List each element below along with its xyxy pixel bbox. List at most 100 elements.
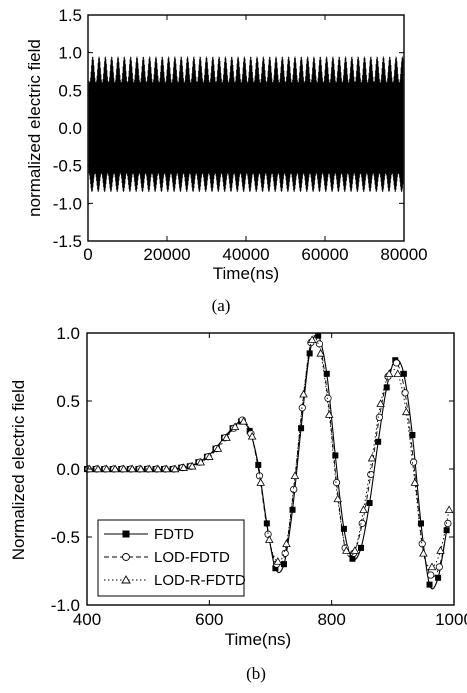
data-point-fdtd bbox=[340, 525, 347, 532]
caption-b: (b) bbox=[246, 664, 266, 683]
data-point-lod-fdtd bbox=[392, 359, 401, 367]
data-point-lod-fdtd bbox=[375, 413, 383, 421]
legend-entry-lod-r-fdtd: LOD-R-FDTD bbox=[104, 572, 246, 589]
data-point-lod-r-fdtd bbox=[273, 557, 283, 565]
data-point-lod-r-fdtd bbox=[119, 464, 128, 473]
data-point-lod-r-fdtd bbox=[230, 422, 240, 431]
legend-entry-fdtd: FDTD bbox=[104, 526, 194, 543]
data-point-lod-r-fdtd bbox=[247, 431, 257, 440]
chart-b-ytick-label: 1.0 bbox=[56, 324, 80, 343]
data-point-lod-fdtd bbox=[255, 472, 264, 480]
chart-a: 0 20000 40000 60000 80000 -1.5 -1.0 -0.5 0.0 0.5 1… bbox=[25, 6, 428, 315]
data-point-lod-r-fdtd bbox=[205, 452, 214, 460]
chart-a-ytick-label: 0.0 bbox=[58, 119, 82, 138]
data-point-fdtd bbox=[323, 370, 330, 377]
legend-entry-lod-fdtd: LOD-FDTD bbox=[104, 549, 230, 566]
data-point-lod-fdtd bbox=[427, 571, 435, 579]
data-point-fdtd bbox=[383, 384, 390, 391]
chart-a-signal bbox=[88, 56, 404, 192]
data-point-lod-r-fdtd bbox=[393, 369, 403, 377]
data-point-lod-r-fdtd bbox=[316, 348, 325, 357]
data-point-fdtd bbox=[409, 432, 416, 438]
data-point-lod-r-fdtd bbox=[384, 369, 394, 377]
legend-label-lod-fdtd: LOD-FDTD bbox=[154, 549, 230, 566]
chart-b-xtick-label: 600 bbox=[195, 610, 223, 629]
data-point-lod-r-fdtd bbox=[264, 535, 274, 543]
data-point-fdtd bbox=[298, 425, 305, 432]
chart-b: 4006008001000-1.0-0.50.00.51.0 Time(ns) … bbox=[9, 324, 467, 683]
chart-a-xtick-label: 60000 bbox=[301, 245, 348, 264]
data-point-lod-r-fdtd bbox=[179, 463, 188, 471]
data-point-lod-fdtd bbox=[332, 478, 341, 487]
data-point-fdtd bbox=[366, 500, 373, 506]
data-point-fdtd bbox=[280, 561, 287, 568]
chart-a-ylabel: normalized electric field bbox=[25, 39, 44, 217]
legend-marker-circle bbox=[122, 553, 130, 561]
caption-a: (a) bbox=[212, 296, 231, 315]
chart-b-ytick-label: -1.0 bbox=[51, 596, 80, 615]
data-point-lod-r-fdtd bbox=[376, 399, 385, 407]
data-point-lod-r-fdtd bbox=[239, 416, 248, 425]
data-point-fdtd bbox=[435, 574, 442, 581]
data-point-lod-r-fdtd bbox=[213, 444, 223, 452]
data-point-lod-r-fdtd bbox=[256, 478, 265, 486]
data-point-lod-r-fdtd bbox=[282, 539, 291, 547]
chart-b-xtick-label: 1000 bbox=[435, 610, 467, 629]
data-point-lod-r-fdtd bbox=[427, 562, 437, 571]
legend-marker-triangle bbox=[121, 575, 131, 584]
data-point-fdtd bbox=[426, 581, 433, 588]
data-point-lod-r-fdtd bbox=[436, 546, 445, 554]
data-point-lod-r-fdtd bbox=[110, 464, 120, 473]
chart-a-ytick-label: -1.5 bbox=[53, 232, 82, 251]
data-point-lod-r-fdtd bbox=[145, 464, 154, 473]
data-point-lod-r-fdtd bbox=[444, 505, 454, 513]
chart-a-xlabel: Time(ns) bbox=[213, 264, 279, 283]
data-point-lod-fdtd bbox=[410, 458, 418, 466]
data-point-lod-fdtd bbox=[290, 485, 298, 493]
data-point-lod-r-fdtd bbox=[290, 471, 300, 479]
data-point-lod-fdtd bbox=[367, 470, 375, 479]
chart-a-ytick-label: 0.5 bbox=[58, 81, 82, 100]
data-point-lod-r-fdtd bbox=[333, 494, 343, 503]
data-point-fdtd bbox=[306, 350, 313, 357]
data-point-lod-r-fdtd bbox=[102, 464, 111, 473]
data-point-lod-r-fdtd bbox=[324, 410, 334, 418]
data-point-fdtd bbox=[289, 506, 296, 513]
data-point-fdtd bbox=[417, 520, 424, 527]
data-point-fdtd bbox=[349, 555, 356, 562]
data-point-lod-r-fdtd bbox=[162, 464, 171, 473]
data-point-lod-r-fdtd bbox=[410, 478, 420, 486]
data-point-lod-r-fdtd bbox=[196, 457, 206, 466]
data-point-fdtd bbox=[332, 452, 339, 459]
chart-a-ytick-label: -0.5 bbox=[53, 157, 82, 176]
data-point-lod-r-fdtd bbox=[419, 548, 428, 557]
legend-label-lod-r-fdtd: LOD-R-FDTD bbox=[154, 572, 246, 589]
legend-label-fdtd: FDTD bbox=[154, 526, 194, 543]
data-point-lod-r-fdtd bbox=[136, 464, 146, 473]
data-point-lod-r-fdtd bbox=[127, 464, 137, 473]
data-point-lod-r-fdtd bbox=[170, 464, 180, 473]
data-point-lod-fdtd bbox=[264, 530, 272, 538]
data-point-lod-r-fdtd bbox=[402, 407, 411, 416]
data-point-lod-r-fdtd bbox=[299, 389, 308, 398]
chart-b-legend: FDTD LOD-FDTD LOD-R-FDTD bbox=[97, 519, 246, 597]
chart-a-xtick-label: 20000 bbox=[143, 245, 190, 264]
chart-a-xtick-label: 40000 bbox=[222, 245, 269, 264]
data-point-lod-r-fdtd bbox=[93, 464, 103, 473]
data-point-fdtd bbox=[263, 520, 270, 527]
data-point-lod-r-fdtd bbox=[342, 546, 351, 554]
data-point-lod-fdtd bbox=[401, 389, 409, 397]
chart-a-xtick-label: 0 bbox=[83, 245, 92, 264]
data-point-lod-fdtd bbox=[444, 519, 452, 528]
data-point-lod-fdtd bbox=[435, 563, 443, 571]
data-point-lod-r-fdtd bbox=[153, 464, 163, 473]
chart-b-ytick-label: 0.5 bbox=[56, 392, 80, 411]
chart-b-ticks: 400 600 800 1000 -1.0 -0.5 0.0 0.5 1.0 bbox=[51, 324, 467, 629]
data-point-fdtd bbox=[358, 544, 365, 551]
chart-b-ytick-label: -0.5 bbox=[51, 528, 80, 547]
data-point-lod-fdtd bbox=[358, 519, 366, 528]
data-point-lod-r-fdtd bbox=[187, 461, 197, 470]
legend-marker-square bbox=[122, 530, 130, 538]
data-point-lod-r-fdtd bbox=[367, 453, 377, 462]
data-point-lod-r-fdtd bbox=[359, 505, 368, 513]
